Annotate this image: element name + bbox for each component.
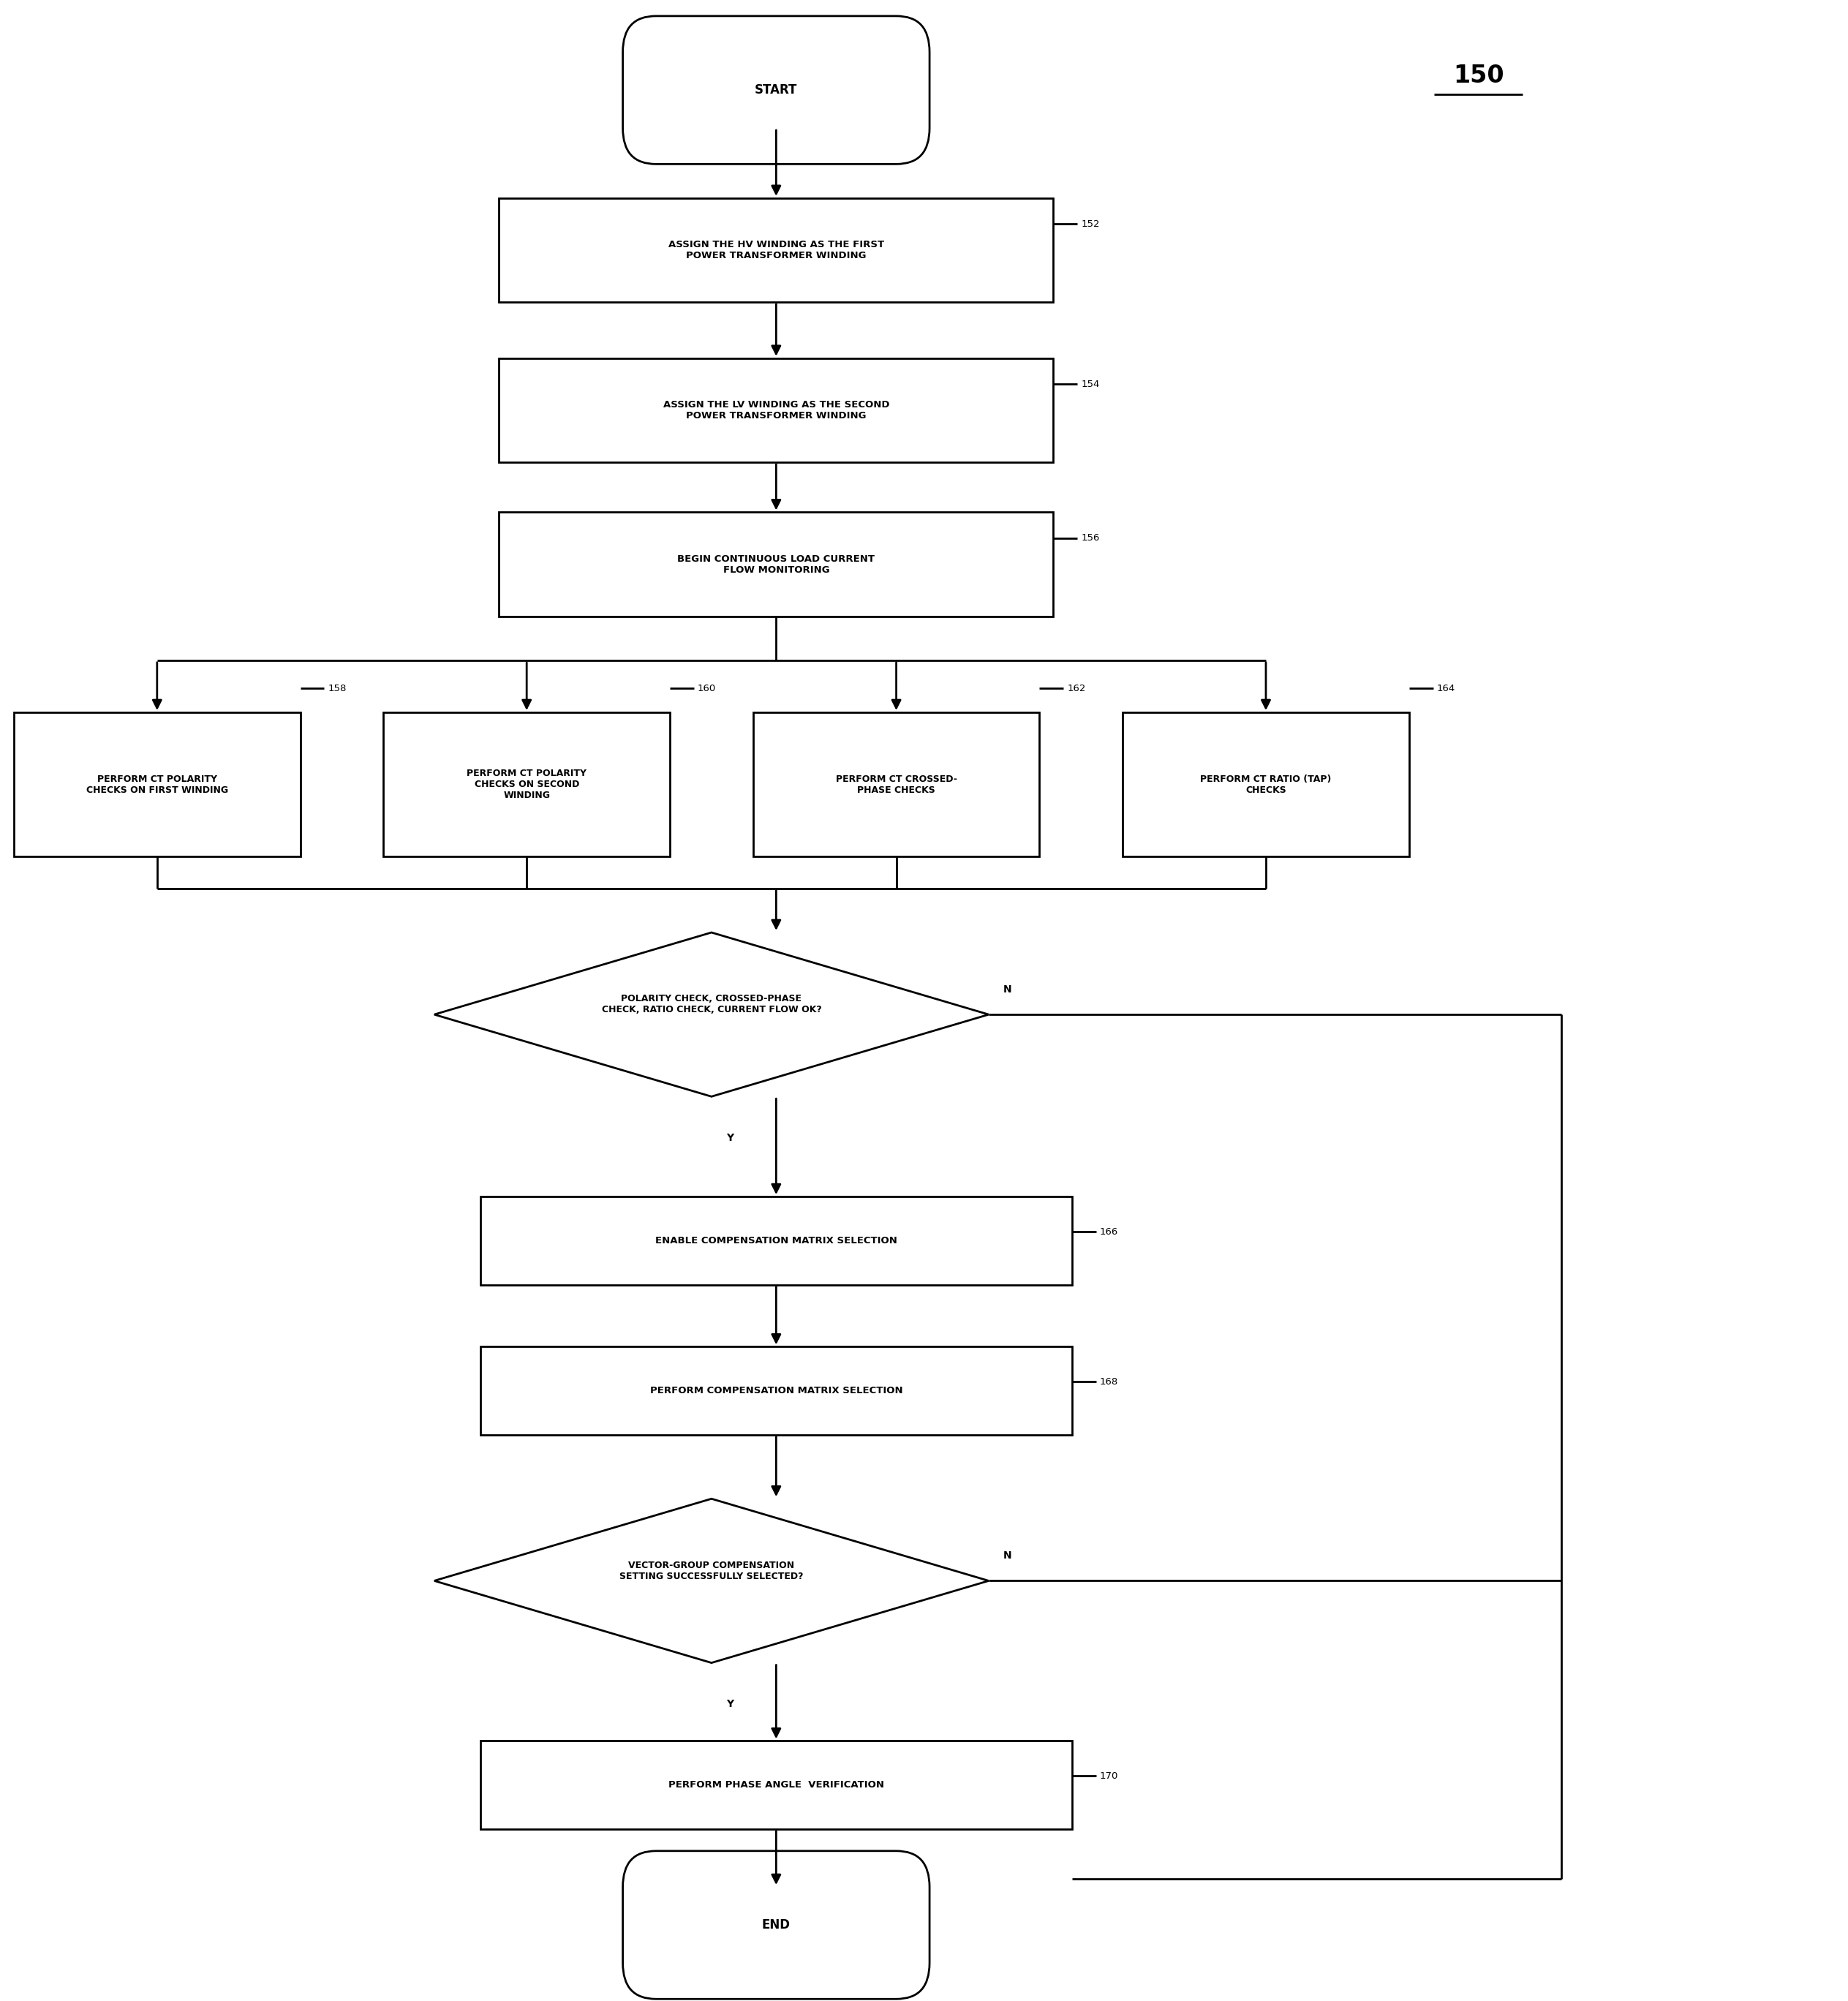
FancyBboxPatch shape bbox=[1124, 712, 1410, 856]
Text: PERFORM CT POLARITY
CHECKS ON FIRST WINDING: PERFORM CT POLARITY CHECKS ON FIRST WIND… bbox=[87, 774, 227, 794]
Text: 154: 154 bbox=[1081, 380, 1100, 388]
FancyBboxPatch shape bbox=[499, 198, 1053, 302]
Text: 158: 158 bbox=[329, 684, 347, 692]
FancyBboxPatch shape bbox=[480, 1197, 1072, 1285]
Polygon shape bbox=[434, 1499, 989, 1663]
Text: ASSIGN THE HV WINDING AS THE FIRST
POWER TRANSFORMER WINDING: ASSIGN THE HV WINDING AS THE FIRST POWER… bbox=[669, 240, 883, 260]
FancyBboxPatch shape bbox=[623, 1851, 930, 1999]
FancyBboxPatch shape bbox=[752, 712, 1039, 856]
Text: 168: 168 bbox=[1100, 1377, 1118, 1387]
FancyBboxPatch shape bbox=[499, 512, 1053, 616]
Text: 156: 156 bbox=[1081, 534, 1100, 542]
Text: PERFORM COMPENSATION MATRIX SELECTION: PERFORM COMPENSATION MATRIX SELECTION bbox=[650, 1387, 902, 1395]
FancyBboxPatch shape bbox=[15, 712, 299, 856]
Text: BEGIN CONTINUOUS LOAD CURRENT
FLOW MONITORING: BEGIN CONTINUOUS LOAD CURRENT FLOW MONIT… bbox=[678, 554, 874, 574]
FancyBboxPatch shape bbox=[383, 712, 669, 856]
Polygon shape bbox=[434, 932, 989, 1097]
FancyBboxPatch shape bbox=[480, 1347, 1072, 1435]
Text: PERFORM PHASE ANGLE  VERIFICATION: PERFORM PHASE ANGLE VERIFICATION bbox=[669, 1781, 883, 1789]
Text: 152: 152 bbox=[1081, 220, 1100, 228]
Text: 164: 164 bbox=[1438, 684, 1454, 692]
Text: START: START bbox=[754, 84, 798, 96]
Text: Y: Y bbox=[726, 1133, 734, 1143]
Text: END: END bbox=[761, 1919, 791, 1931]
Text: 166: 166 bbox=[1100, 1227, 1118, 1237]
FancyBboxPatch shape bbox=[499, 358, 1053, 462]
Text: ENABLE COMPENSATION MATRIX SELECTION: ENABLE COMPENSATION MATRIX SELECTION bbox=[656, 1237, 896, 1245]
Text: 160: 160 bbox=[699, 684, 715, 692]
Text: PERFORM CT CROSSED-
PHASE CHECKS: PERFORM CT CROSSED- PHASE CHECKS bbox=[835, 774, 957, 794]
Text: Y: Y bbox=[726, 1699, 734, 1709]
Text: 150: 150 bbox=[1453, 64, 1504, 88]
Text: 170: 170 bbox=[1100, 1771, 1118, 1781]
Text: N: N bbox=[1003, 984, 1013, 994]
Text: ASSIGN THE LV WINDING AS THE SECOND
POWER TRANSFORMER WINDING: ASSIGN THE LV WINDING AS THE SECOND POWE… bbox=[663, 400, 889, 420]
Text: N: N bbox=[1003, 1551, 1013, 1561]
FancyBboxPatch shape bbox=[623, 16, 930, 164]
Text: VECTOR-GROUP COMPENSATION
SETTING SUCCESSFULLY SELECTED?: VECTOR-GROUP COMPENSATION SETTING SUCCES… bbox=[619, 1561, 804, 1581]
Text: POLARITY CHECK, CROSSED-PHASE
CHECK, RATIO CHECK, CURRENT FLOW OK?: POLARITY CHECK, CROSSED-PHASE CHECK, RAT… bbox=[601, 994, 822, 1015]
Text: 162: 162 bbox=[1068, 684, 1087, 692]
Text: PERFORM CT POLARITY
CHECKS ON SECOND
WINDING: PERFORM CT POLARITY CHECKS ON SECOND WIN… bbox=[468, 768, 586, 800]
Text: PERFORM CT RATIO (TAP)
CHECKS: PERFORM CT RATIO (TAP) CHECKS bbox=[1201, 774, 1331, 794]
FancyBboxPatch shape bbox=[480, 1741, 1072, 1829]
